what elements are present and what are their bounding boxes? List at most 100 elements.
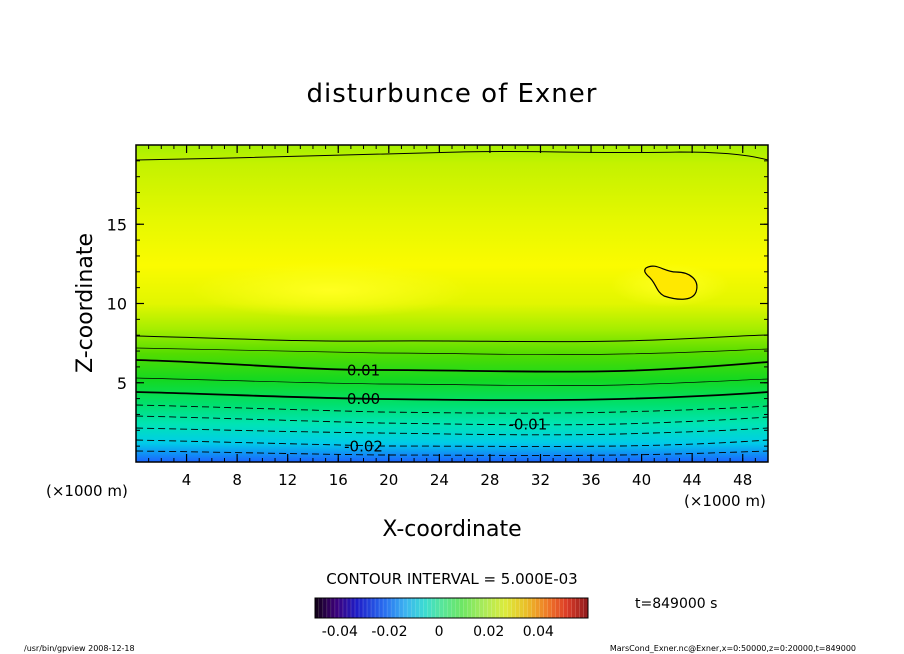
colorbar-segment [331, 598, 336, 618]
colorbar-segment [571, 598, 577, 618]
colorbar-segment [567, 598, 573, 618]
colorbar-segment [447, 598, 452, 618]
colorbar-segment [507, 598, 512, 618]
colorbar-segment [315, 598, 320, 618]
colorbar-segment [351, 598, 356, 618]
colorbar-segment [463, 598, 468, 618]
colorbar-tick-label: 0.04 [523, 624, 554, 640]
colorbar-segment [467, 598, 472, 618]
colorbar-segment [415, 598, 420, 618]
contour-label: -0.02 [344, 438, 383, 456]
colorbar-segment [531, 598, 537, 618]
colorbar-segment [459, 598, 464, 618]
contour-interval: CONTOUR INTERVAL = 5.000E-03 [326, 570, 577, 588]
footer-left: /usr/bin/gpview 2008-12-18 [24, 644, 135, 653]
colorbar-segment [503, 598, 508, 618]
x-tick-label: 32 [531, 471, 550, 489]
colorbar-tick-label: 0 [435, 624, 444, 640]
colorbar-segment [391, 598, 396, 618]
colorbar-segment [427, 598, 432, 618]
x-tick-label: 40 [632, 471, 651, 489]
x-axis-label: X-coordinate [382, 517, 521, 542]
x-tick-label: 44 [683, 471, 702, 489]
colorbar-segment [407, 598, 412, 618]
x-tick-label: 8 [232, 471, 242, 489]
colorbar-segment [435, 598, 440, 618]
colorbar-tick-label: -0.04 [322, 624, 358, 640]
colorbar-segment [579, 598, 585, 618]
plot-field [136, 145, 768, 462]
time-label: t=849000 s [635, 596, 717, 612]
x-tick-label: 4 [182, 471, 192, 489]
colorbar-tick-label: 0.02 [473, 624, 504, 640]
colorbar-segment [539, 598, 545, 618]
colorbar-segment [419, 598, 424, 618]
colorbar-segment [575, 598, 581, 618]
contour-label: -0.01 [508, 416, 547, 434]
colorbar-segment [367, 598, 372, 618]
colorbar-segment [523, 598, 528, 618]
y-axis-label: Z-coordinate [73, 233, 98, 373]
x-tick-label: 12 [278, 471, 297, 489]
x-unit-right: (×1000 m) [684, 492, 766, 510]
x-tick-label: 16 [329, 471, 348, 489]
colorbar-segment [511, 598, 516, 618]
colorbar-segment [555, 598, 561, 618]
colorbar-segment [347, 598, 352, 618]
colorbar-segment [479, 598, 484, 618]
colorbar-segment [559, 598, 565, 618]
contour-label: 0.01 [347, 362, 380, 380]
colorbar-segment [487, 598, 492, 618]
colorbar-segment [475, 598, 480, 618]
colorbar-segment [483, 598, 488, 618]
y-tick-label: 15 [107, 215, 127, 234]
colorbar-segment [327, 598, 332, 618]
colorbar-segment [355, 598, 360, 618]
colorbar [315, 598, 589, 618]
colorbar-segment [439, 598, 444, 618]
chart-title: disturbunce of Exner [307, 79, 598, 109]
colorbar-segment [363, 598, 368, 618]
x-tick-label: 36 [581, 471, 600, 489]
colorbar-segment [319, 598, 324, 618]
y-tick-label: 10 [107, 295, 127, 314]
colorbar-frame [314, 597, 589, 619]
colorbar-segment [339, 598, 344, 618]
colorbar-segment [455, 598, 460, 618]
colorbar-segment [395, 598, 400, 618]
x-tick-label: 48 [733, 471, 752, 489]
y-tick-label: 5 [117, 374, 127, 393]
colorbar-segment [495, 598, 500, 618]
colorbar-segment [519, 598, 524, 618]
contour-label: 0.00 [347, 390, 380, 408]
colorbar-segment [563, 598, 569, 618]
colorbar-segment [451, 598, 456, 618]
colorbar-segment [323, 598, 328, 618]
colorbar-segment [359, 598, 364, 618]
colorbar-segment [551, 598, 557, 618]
colorbar-segment [403, 598, 408, 618]
x-tick-label: 24 [430, 471, 449, 489]
colorbar-segment [515, 598, 520, 618]
colorbar-segment [383, 598, 388, 618]
colorbar-segment [499, 598, 504, 618]
colorbar-segment [371, 598, 376, 618]
colorbar-segment [543, 598, 549, 618]
colorbar-segment [399, 598, 404, 618]
colorbar-segment [343, 598, 348, 618]
colorbar-segment [527, 598, 532, 618]
colorbar-segment [431, 598, 436, 618]
colorbar-segment [471, 598, 476, 618]
footer-right: MarsCond_Exner.nc@Exner,x=0:50000,z=0:20… [610, 644, 856, 653]
colorbar-tick-label: -0.02 [371, 624, 407, 640]
colorbar-segment [547, 598, 553, 618]
colorbar-segment [443, 598, 448, 618]
colorbar-segment [379, 598, 384, 618]
colorbar-segment [335, 598, 340, 618]
colorbar-segment [535, 598, 541, 618]
x-tick-label: 28 [480, 471, 499, 489]
colorbar-segment [491, 598, 496, 618]
x-unit-left: (×1000 m) [46, 482, 128, 500]
colorbar-segment [583, 598, 589, 618]
